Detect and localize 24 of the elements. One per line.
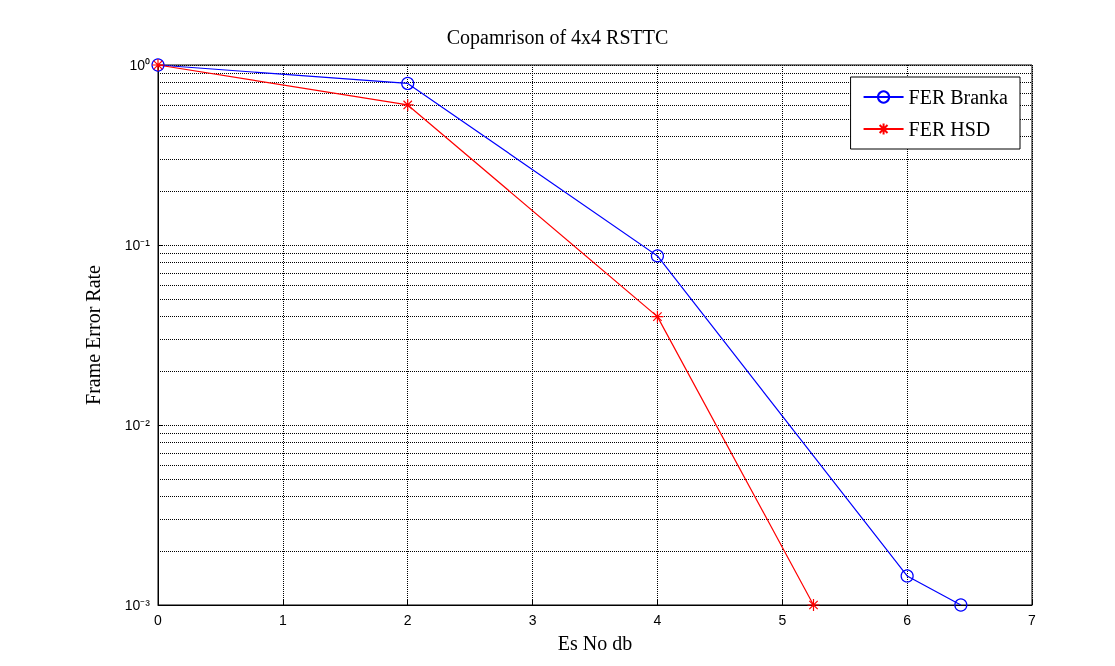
legend-label: FER Branka bbox=[908, 86, 1009, 108]
point bbox=[806, 598, 821, 612]
x-tick-label: 2 bbox=[403, 612, 412, 628]
y-axis-title: Frame Error Rate bbox=[82, 264, 104, 405]
y-tick-label: 10⁻¹ bbox=[124, 237, 151, 253]
x-tick-label: 6 bbox=[903, 612, 912, 628]
x-axis-title: Es No db bbox=[557, 632, 633, 654]
x-tick-label: 1 bbox=[278, 612, 287, 628]
x-tick-label: 0 bbox=[154, 612, 163, 628]
point bbox=[650, 310, 665, 324]
y-tick-label: 10⁰ bbox=[129, 57, 150, 73]
y-tick-label: 10⁻³ bbox=[124, 597, 151, 613]
point bbox=[900, 569, 914, 583]
chart-title: Copamrison of 4x4 RSTTC bbox=[446, 26, 669, 49]
legend-label: FER HSD bbox=[908, 118, 991, 140]
x-tick-label: 7 bbox=[1028, 612, 1037, 628]
point bbox=[401, 76, 415, 91]
point bbox=[650, 249, 665, 263]
y-tick-label: 10⁻² bbox=[124, 417, 151, 433]
point bbox=[954, 598, 968, 612]
x-tick-label: 5 bbox=[778, 612, 787, 628]
x-tick-label: 4 bbox=[653, 612, 662, 628]
x-tick-label: 3 bbox=[528, 612, 537, 628]
point bbox=[401, 98, 415, 112]
